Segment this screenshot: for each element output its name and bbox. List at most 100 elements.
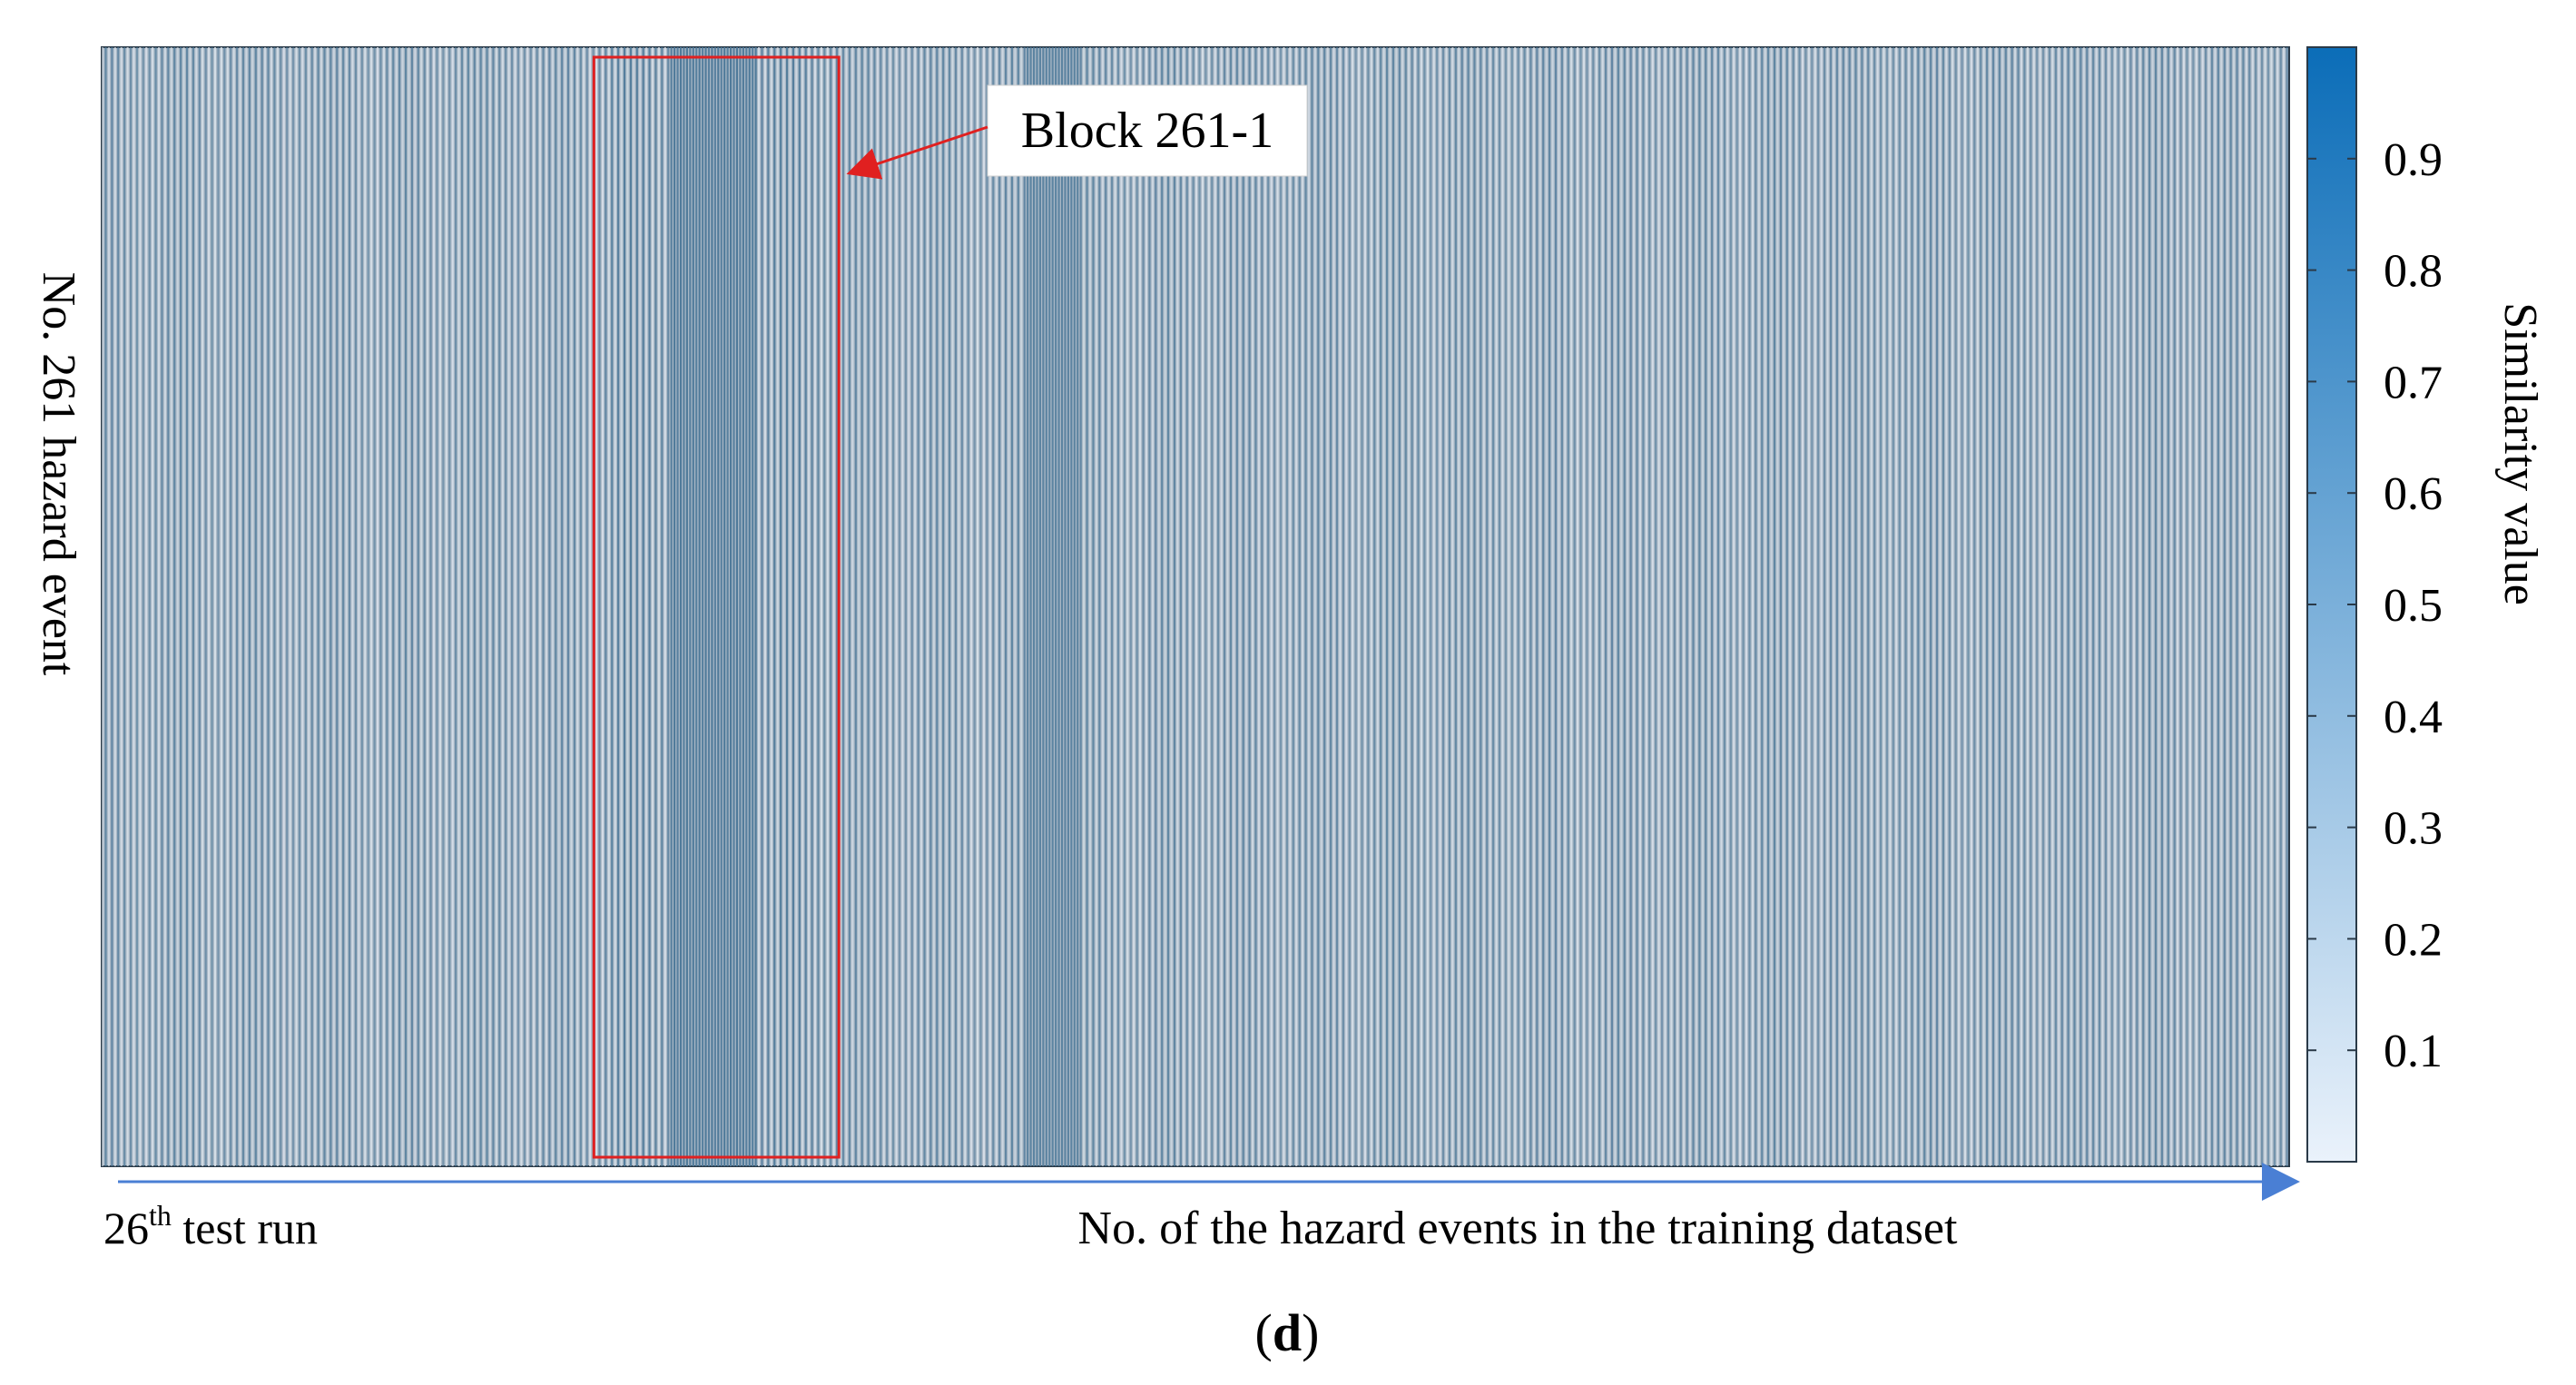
heatmap-column xyxy=(1367,47,1370,1166)
heatmap-column xyxy=(2079,47,2082,1166)
heatmap-column xyxy=(1898,47,1901,1166)
heatmap-column xyxy=(657,47,660,1166)
heatmap-column xyxy=(1245,47,1248,1166)
panel-label-open: ( xyxy=(1255,1303,1273,1362)
heatmap-column xyxy=(1048,47,1051,1166)
heatmap-column xyxy=(1579,47,1582,1166)
heatmap-column xyxy=(1214,47,1216,1166)
heatmap-column xyxy=(1667,47,1669,1166)
heatmap-column xyxy=(1904,47,1907,1166)
heatmap-column xyxy=(782,47,785,1166)
heatmap-column xyxy=(211,47,213,1166)
heatmap-column xyxy=(483,47,486,1166)
heatmap-column xyxy=(942,47,945,1166)
heatmap-column xyxy=(1617,47,1619,1166)
heatmap-column xyxy=(542,47,545,1166)
heatmap-column xyxy=(295,47,298,1166)
heatmap-column xyxy=(1401,47,1404,1166)
heatmap-column xyxy=(1952,47,1954,1166)
heatmap-column xyxy=(455,47,457,1166)
heatmap-column xyxy=(245,47,248,1166)
colorbar-ticks: 0.1 0.2 0.3 0.4 0.5 0.6 0.7 0.8 0.9 xyxy=(2307,134,2443,1077)
heatmap-column xyxy=(370,47,373,1166)
heatmap-column xyxy=(2205,47,2207,1166)
heatmap-column xyxy=(2020,47,2023,1166)
heatmap-column xyxy=(133,47,135,1166)
heatmap-column xyxy=(2238,47,2242,1166)
heatmap-column xyxy=(2142,47,2145,1166)
heatmap-column xyxy=(561,47,564,1166)
heatmap-column xyxy=(220,47,222,1166)
heatmap-column xyxy=(1588,47,1591,1166)
heatmap-column xyxy=(1926,47,1929,1166)
heatmap-column xyxy=(1254,47,1257,1166)
heatmap-column xyxy=(323,47,326,1166)
heatmap-column xyxy=(1764,47,1766,1166)
heatmap-column xyxy=(1114,47,1116,1166)
heatmap-column xyxy=(945,47,948,1166)
heatmap-column xyxy=(1161,47,1164,1166)
heatmap-column xyxy=(1352,47,1354,1166)
heatmap-column xyxy=(2279,47,2282,1166)
heatmap-column xyxy=(1323,47,1326,1166)
heatmap-column xyxy=(129,47,133,1166)
heatmap-column xyxy=(1423,47,1426,1166)
heatmap-column xyxy=(1801,47,1804,1166)
heatmap-column xyxy=(1382,47,1385,1166)
heatmap-column xyxy=(2179,47,2182,1166)
heatmap-column xyxy=(360,47,363,1166)
heatmap-column xyxy=(2004,47,2007,1166)
heatmap-column xyxy=(1295,47,1298,1166)
heatmap-column xyxy=(351,47,354,1166)
heatmap-column xyxy=(1792,47,1794,1166)
heatmap-column xyxy=(1735,47,1738,1166)
heatmap-column xyxy=(204,47,207,1166)
heatmap-column xyxy=(501,47,504,1166)
heatmap-column xyxy=(867,47,870,1166)
heatmap-column xyxy=(2266,47,2270,1166)
heatmap-column xyxy=(2245,47,2247,1166)
heatmap-column xyxy=(823,47,826,1166)
heatmap-column xyxy=(1317,47,1320,1166)
heatmap-column xyxy=(633,47,635,1166)
heatmap-column xyxy=(1902,47,1904,1166)
heatmap-column xyxy=(2064,47,2067,1166)
heatmap-column xyxy=(1917,47,1920,1166)
heatmap-column xyxy=(1482,47,1485,1166)
heatmap-column xyxy=(2117,47,2119,1166)
heatmap-column xyxy=(1273,47,1276,1166)
heatmap-column xyxy=(2257,47,2260,1166)
heatmap-column xyxy=(623,47,626,1166)
heatmap-column xyxy=(2207,47,2210,1166)
heatmap-column xyxy=(1629,47,1632,1166)
heatmap-column xyxy=(192,47,194,1166)
heatmap-column xyxy=(1042,47,1045,1166)
heatmap-column xyxy=(1404,47,1407,1166)
colorbar-tick-label: 0.6 xyxy=(2384,468,2443,520)
heatmap-column xyxy=(949,47,951,1166)
heatmap-column xyxy=(886,47,889,1166)
heatmap-column xyxy=(2073,47,2076,1166)
colorbar-tick-label: 0.4 xyxy=(2384,692,2443,743)
heatmap-column xyxy=(982,47,986,1166)
heatmap-column xyxy=(973,47,976,1166)
heatmap-column xyxy=(1848,47,1851,1166)
heatmap-column xyxy=(960,47,963,1166)
heatmap-column xyxy=(1129,47,1132,1166)
heatmap-column xyxy=(895,47,898,1166)
heatmap-plot-area xyxy=(101,46,2290,1167)
heatmap-column xyxy=(2192,47,2195,1166)
heatmap-column xyxy=(926,47,929,1166)
heatmap-column xyxy=(1835,47,1838,1166)
heatmap-column xyxy=(2110,47,2113,1166)
heatmap-column xyxy=(1614,47,1617,1166)
heatmap-column xyxy=(2126,47,2129,1166)
heatmap-column xyxy=(992,47,995,1166)
heatmap-column xyxy=(1448,47,1450,1166)
heatmap-column xyxy=(1270,47,1273,1166)
heatmap-column xyxy=(951,47,954,1166)
colorbar-tick-label: 0.5 xyxy=(2384,580,2443,632)
heatmap-column xyxy=(673,47,676,1166)
heatmap-column xyxy=(1126,47,1129,1166)
